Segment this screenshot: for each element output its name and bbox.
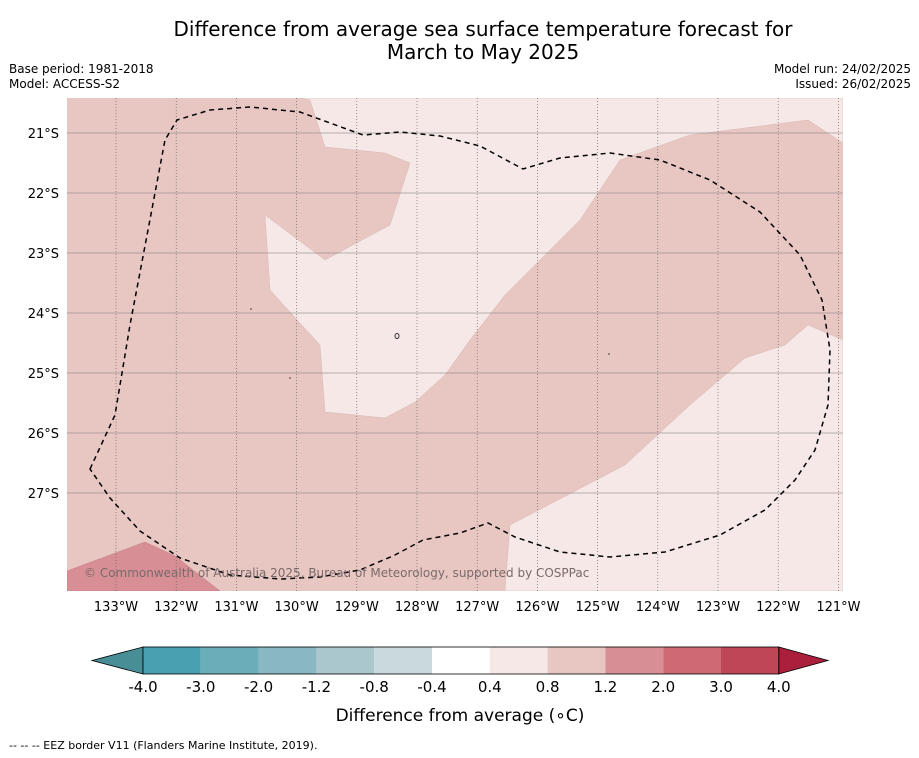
longitude-label: 132°W (154, 600, 198, 615)
latitude-label: 27°S (28, 487, 59, 502)
island-marker (608, 353, 610, 355)
latitude-label: 22°S (28, 187, 59, 202)
colorbar-segment (721, 647, 779, 674)
longitude-labels: 133°W 132°W 131°W 130°W 129°W 128°W 127°W 126°W… (94, 600, 861, 615)
colorbar-tick-label: -4.0 (128, 678, 157, 696)
colorbar-tick-label: 4.0 (767, 678, 791, 696)
colorbar-tick-label: 1.2 (593, 678, 617, 696)
sst-field (67, 98, 843, 591)
island-marker (394, 333, 400, 339)
chart-title: Difference from average sea surface temp… (0, 18, 919, 64)
colorbar-tick-label: -1.2 (302, 678, 331, 696)
longitude-label: 127°W (455, 600, 499, 615)
colorbar-tick-label: -3.0 (186, 678, 215, 696)
title-line-1: Difference from average sea surface temp… (173, 17, 793, 41)
colorbar-tick-label: 0.4 (478, 678, 502, 696)
latitude-label: 26°S (28, 427, 59, 442)
colorbar-tick-label: -2.0 (244, 678, 273, 696)
anomaly-region-1.2-2.0 (67, 541, 221, 591)
colorbar-segment (489, 647, 548, 674)
latitude-label: 21°S (28, 127, 59, 142)
issued-date: Issued: 26/02/2025 (795, 77, 911, 91)
colorbar-tick-label: 2.0 (651, 678, 675, 696)
anomaly-region-0.4-0.8 (264, 98, 843, 419)
meta-right: Model run: 24/02/2025 Issued: 26/02/2025 (774, 62, 911, 92)
colorbar-extend-high (778, 646, 830, 675)
model-run: Model run: 24/02/2025 (773, 62, 911, 76)
latitude-label: 24°S (28, 307, 59, 322)
colorbar-segment (374, 647, 432, 674)
colorbar-tick-label: 0.8 (536, 678, 560, 696)
eez-footnote: -- -- -- EEZ border V11 (Flanders Marine… (9, 739, 318, 752)
colorbar-segment (316, 647, 375, 674)
longitude-label: 121°W (816, 600, 860, 615)
colorbar-segment (547, 647, 606, 674)
latitude-label: 23°S (28, 247, 59, 262)
colorbar-ticks: -4.0 -3.0 -2.0 -1.2 -0.8 -0.4 0.4 0.8 1.2 2.0 3.0 4… (128, 678, 790, 696)
colorbar-segment (200, 647, 259, 674)
colorbar-frame (142, 646, 780, 675)
copyright-notice: © Commonwealth of Australia 2025, Bureau… (84, 566, 589, 580)
colorbar-segment (258, 647, 317, 674)
longitude-label: 130°W (275, 600, 319, 615)
colorbar-tick-label: -0.8 (360, 678, 389, 696)
longitude-label: 125°W (576, 600, 620, 615)
longitude-label: 122°W (756, 600, 800, 615)
colorbar-segment (663, 647, 721, 674)
title-line-2: March to May 2025 (386, 40, 580, 64)
longitude-label: 124°W (636, 600, 680, 615)
colorbar-segment (605, 647, 664, 674)
colorbar-segment (143, 647, 201, 674)
eez-border (89, 106, 831, 580)
island-marker (250, 308, 252, 310)
model-name: Model: ACCESS-S2 (9, 77, 121, 91)
longitude-label: 126°W (515, 600, 559, 615)
longitude-label: 133°W (94, 600, 138, 615)
colorbar (90, 646, 830, 675)
latitude-label: 25°S (28, 367, 59, 382)
longitude-label: 129°W (335, 600, 379, 615)
gridlines (67, 98, 843, 591)
colorbar-tick-label: -0.4 (417, 678, 446, 696)
colorbar-extend-low (90, 646, 144, 675)
longitude-label: 131°W (214, 600, 258, 615)
longitude-label: 123°W (696, 600, 740, 615)
colorbar-label: Difference from average (∘C) (336, 706, 585, 726)
island-marker (289, 377, 291, 379)
meta-left: Base period: 1981-2018 Model: ACCESS-S2 (9, 62, 154, 92)
latitude-labels: 21°S 22°S 23°S 24°S 25°S 26°S 27°S (28, 127, 59, 502)
base-period: Base period: 1981-2018 (9, 62, 154, 76)
colorbar-segment (432, 647, 490, 674)
longitude-label: 128°W (395, 600, 439, 615)
colorbar-tick-label: 3.0 (709, 678, 733, 696)
